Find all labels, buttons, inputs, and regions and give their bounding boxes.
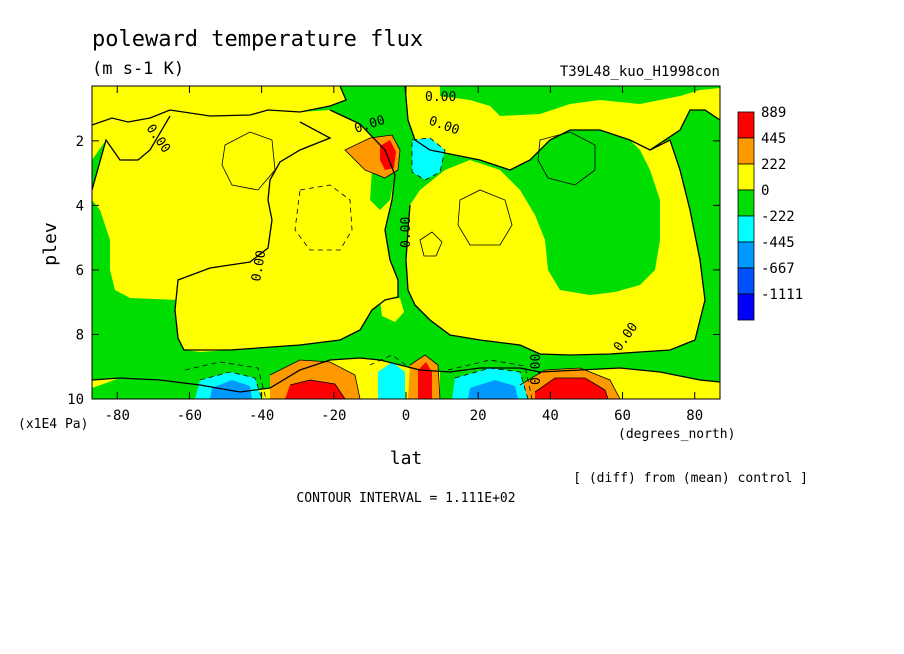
- x-tick-label: -40: [249, 408, 274, 424]
- colorbar-swatch: [737, 241, 755, 269]
- footnote: [ (diff) from (mean) control ]: [573, 471, 808, 486]
- colorbar-label: -1111: [761, 287, 803, 303]
- x-tick-label: -80: [105, 408, 130, 424]
- x-tick-label: 40: [542, 408, 559, 424]
- positive-contours: [221, 131, 621, 400]
- colorbar-label: 222: [761, 157, 786, 173]
- y-tick-label: 10: [67, 392, 84, 408]
- x-tick-label: -60: [177, 408, 202, 424]
- contour-interval: CONTOUR INTERVAL = 1.111E+02: [296, 491, 515, 506]
- y-axis-units: (x1E4 Pa): [18, 417, 88, 432]
- zero-contours: [91, 85, 721, 393]
- y-tick-label: 4: [76, 198, 84, 214]
- x-axis-label: lat: [390, 448, 423, 469]
- x-tick-label: 80: [686, 408, 703, 424]
- low-value-centers: [195, 138, 528, 399]
- chart-title: poleward temperature flux: [92, 27, 423, 52]
- colorbar-swatch: [737, 111, 755, 139]
- y-axis: 2 4 6 8 10: [67, 134, 720, 408]
- x-tick-label: 0: [402, 408, 410, 424]
- contour-label: 0.00: [425, 90, 456, 105]
- y-tick-label: 6: [76, 263, 84, 279]
- contour-label: 0.00: [529, 354, 544, 385]
- colorbar-label: 889: [761, 105, 786, 121]
- colorbar-label: -445: [761, 235, 795, 251]
- colorbar: 889 445 222 0 -222 -445 -667 -1111: [737, 105, 803, 321]
- y-tick-label: 2: [76, 134, 84, 150]
- contour-label: 0.00: [249, 249, 269, 282]
- colorbar-label: -222: [761, 209, 795, 225]
- colorbar-swatch: [737, 137, 755, 165]
- x-tick-label: -20: [321, 408, 346, 424]
- colorbar-swatch: [737, 293, 755, 321]
- run-label: T39L48_kuo_H1998con: [560, 64, 720, 80]
- y-tick-label: 8: [76, 327, 84, 343]
- colorbar-label: 0: [761, 183, 769, 199]
- colorbar-swatch: [737, 189, 755, 217]
- colorbar-swatch: [737, 267, 755, 295]
- plot-area: 0.00 0.00 0.00 0.00 0.00 0.00 0.00 0.00: [91, 85, 721, 400]
- colorbar-label: -667: [761, 261, 795, 277]
- contour-label: 0.00: [399, 217, 414, 248]
- colorbar-swatch: [737, 163, 755, 191]
- negative-contours: [184, 137, 533, 400]
- x-tick-label: 20: [470, 408, 487, 424]
- high-value-centers: [270, 135, 620, 399]
- chart-units: (m s-1 K): [92, 59, 184, 79]
- colorbar-swatch: [737, 215, 755, 243]
- x-tick-label: 60: [614, 408, 631, 424]
- x-axis-units: (degrees_north): [618, 427, 735, 442]
- x-axis: -80 -60 -40 -20 0 20 40 60 80: [105, 86, 703, 424]
- colorbar-label: 445: [761, 131, 786, 147]
- y-axis-label: plev: [40, 222, 61, 265]
- positive-region-shading: [92, 86, 720, 399]
